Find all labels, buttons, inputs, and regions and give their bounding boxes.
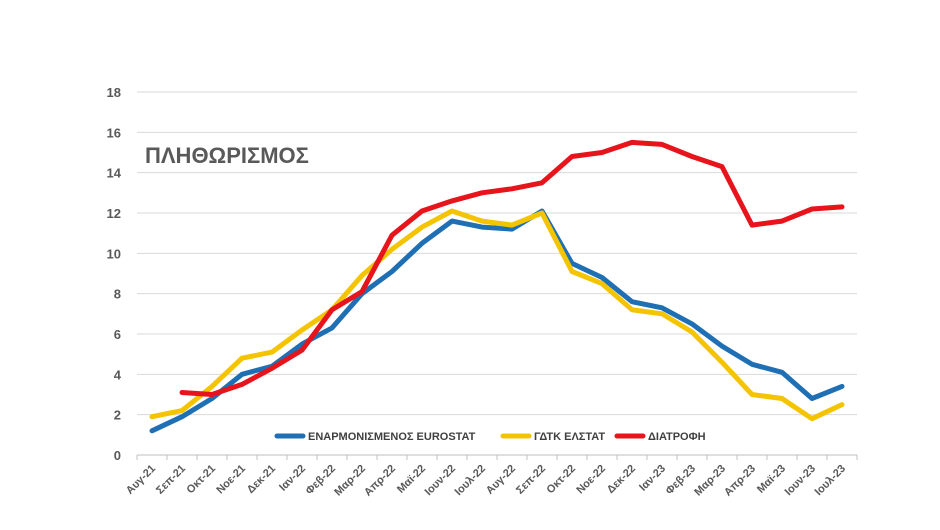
series-line-2	[149, 208, 845, 422]
y-tick-label: 14	[107, 166, 122, 181]
legend: ΕΝΑΡΜΟΝΙΣΜΕΝΟΣ EUROSTAT ΓΔΤΚ ΕΛΣΤΑΤ ΔΙΑΤΡΟ…	[274, 431, 706, 443]
x-tick-label: Δεκ-22	[605, 463, 638, 496]
x-tick-label: Δεκ-21	[245, 463, 278, 496]
chart-title: ΠΛΗΘΩΡΙΣΜΟΣ	[145, 143, 309, 168]
y-tick-label: 6	[114, 327, 121, 342]
legend-label: ΕΝΑΡΜΟΝΙΣΜΕΝΟΣ EUROSTAT	[308, 431, 476, 443]
x-tick-label: Μαρ-22	[332, 463, 368, 499]
x-axis-tick-labels: Αυγ-21Σεπ-21Οκτ-21Νοε-21Δεκ-21Ιαν-22Φεβ-…	[124, 463, 848, 499]
y-tick-label: 16	[107, 125, 121, 140]
x-tick-label: Νοε-21	[214, 463, 248, 497]
x-tick-label: Μαρ-23	[692, 463, 728, 499]
x-tick-label: Αυγ-21	[124, 463, 158, 497]
y-tick-label: 4	[114, 367, 122, 382]
series-line-3	[179, 139, 845, 397]
x-tick-label: Αυγ-22	[484, 463, 518, 497]
x-tick-label: Οκτ-21	[185, 463, 219, 497]
x-tick-label: Ιουλ-23	[813, 463, 848, 498]
x-tick-label: Απρ-23	[722, 463, 758, 499]
x-tick-label: Απρ-22	[362, 463, 398, 499]
legend-label: ΓΔΤΚ ΕΛΣΤΑΤ	[534, 431, 605, 443]
legend-label: ΔΙΑΤΡΟΦΗ	[648, 431, 706, 443]
y-tick-label: 10	[107, 246, 121, 261]
x-tick-label: Φεβ-23	[664, 463, 699, 498]
x-tick-label: Σεπ-21	[154, 463, 188, 497]
x-tick-label: Ιουλ-22	[453, 463, 488, 498]
x-tick-label: Σεπ-22	[514, 463, 548, 497]
x-tick-label: Ιουν-23	[783, 463, 818, 498]
y-tick-label: 8	[114, 287, 121, 302]
y-axis-tick-labels: 0 2 4 6 8 10 12 14 16 18	[107, 85, 122, 463]
x-tick-label: Φεβ-22	[304, 463, 339, 498]
y-tick-label: 18	[107, 85, 121, 100]
x-tick-label: Νοε-22	[574, 463, 608, 497]
y-tick-label: 12	[107, 206, 121, 221]
series-line-1	[149, 208, 845, 434]
y-tick-label: 0	[114, 448, 121, 463]
x-tick-label: Ιουν-22	[423, 463, 458, 498]
y-tick-label: 2	[114, 408, 121, 423]
series-lines	[149, 139, 845, 434]
x-tick-label: Οκτ-22	[545, 463, 579, 497]
